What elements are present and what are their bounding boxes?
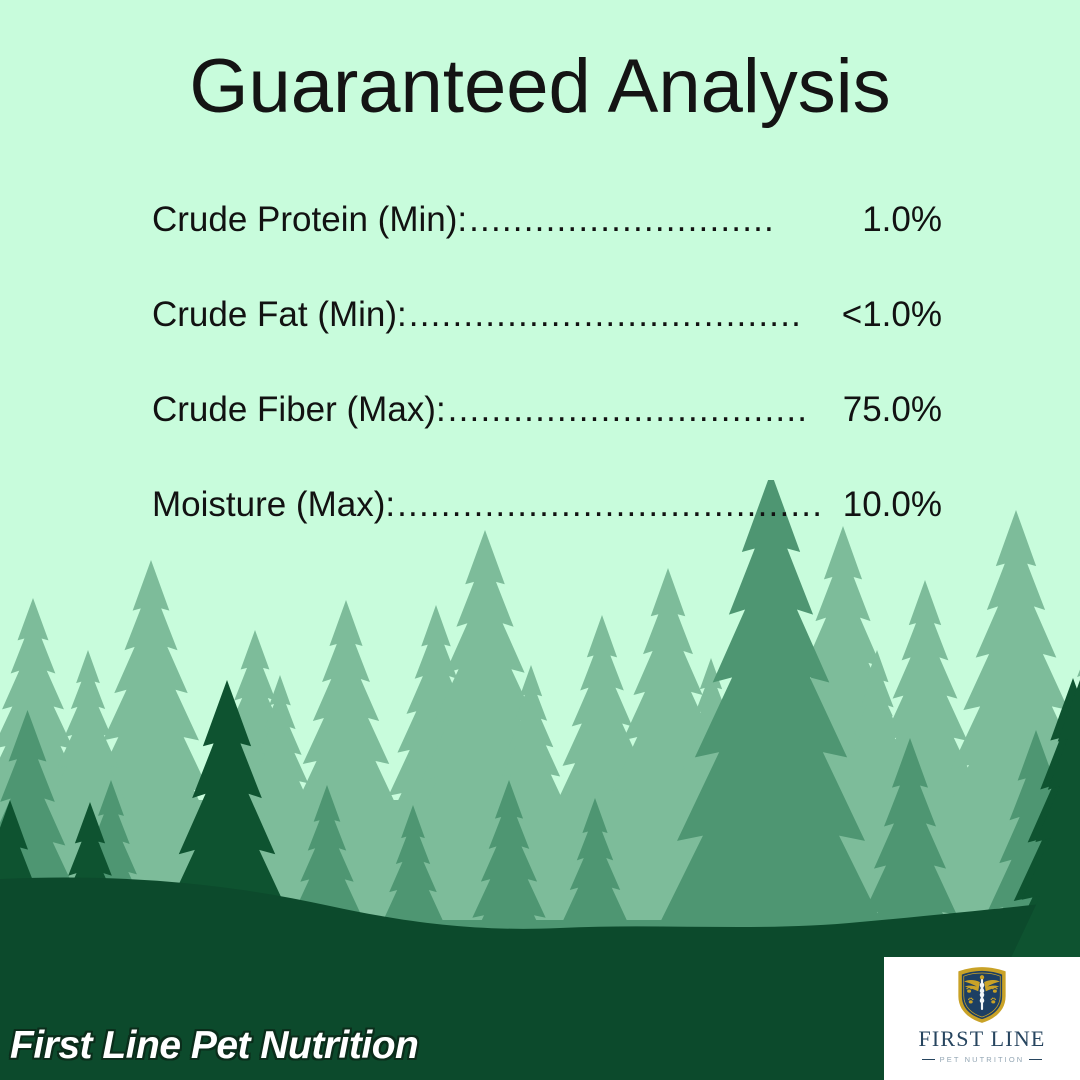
logo-subtitle: PET NUTRITION: [939, 1055, 1025, 1064]
logo-dash-left: [921, 1058, 935, 1061]
analysis-row: Crude Fiber (Max): .....................…: [152, 390, 942, 485]
analysis-value: <1.0%: [841, 295, 942, 334]
guaranteed-analysis-list: Crude Protein (Min): ...................…: [152, 200, 942, 580]
page-title: Guaranteed Analysis: [189, 44, 891, 129]
analysis-row: Crude Fat (Min): .......................…: [152, 295, 942, 390]
paw-print-icon: [966, 986, 998, 1004]
analysis-label: Moisture (Max):: [152, 485, 396, 524]
analysis-leader-dots: .......................................: [397, 485, 824, 524]
logo-brand-name: FIRST LINE: [918, 1026, 1046, 1051]
analysis-leader-dots: ....................................: [408, 295, 803, 334]
brand-logo-card: FIRST LINE PET NUTRITION: [884, 957, 1080, 1080]
analysis-row: Moisture (Max): ........................…: [152, 485, 942, 580]
analysis-label: Crude Fiber (Max):: [152, 390, 446, 429]
analysis-row: Crude Protein (Min): ...................…: [152, 200, 942, 295]
logo-subtitle-group: PET NUTRITION: [921, 1055, 1043, 1064]
brand-wordmark: First Line Pet Nutrition: [8, 1023, 420, 1069]
logo-dash-right: [1029, 1058, 1043, 1061]
analysis-value: 1.0%: [862, 200, 942, 239]
ground-hill: [0, 877, 1080, 1080]
analysis-label: Crude Protein (Min):: [152, 200, 468, 239]
analysis-value: 75.0%: [842, 390, 942, 429]
analysis-leader-dots: ............................: [469, 200, 775, 239]
analysis-value: 10.0%: [842, 485, 942, 524]
analysis-label: Crude Fat (Min):: [152, 295, 407, 334]
shield-caduceus-icon: [958, 967, 1006, 1023]
analysis-leader-dots: .................................: [447, 390, 809, 429]
